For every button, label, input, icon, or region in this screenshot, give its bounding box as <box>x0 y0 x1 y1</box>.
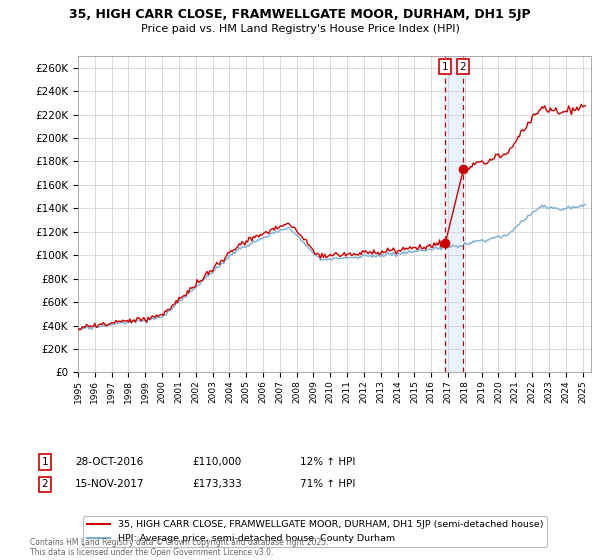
Text: 12% ↑ HPI: 12% ↑ HPI <box>300 457 355 467</box>
Text: 71% ↑ HPI: 71% ↑ HPI <box>300 479 355 489</box>
Text: Price paid vs. HM Land Registry's House Price Index (HPI): Price paid vs. HM Land Registry's House … <box>140 24 460 34</box>
Text: Contains HM Land Registry data © Crown copyright and database right 2025.
This d: Contains HM Land Registry data © Crown c… <box>30 538 329 557</box>
Legend: 35, HIGH CARR CLOSE, FRAMWELLGATE MOOR, DURHAM, DH1 5JP (semi-detached house), H: 35, HIGH CARR CLOSE, FRAMWELLGATE MOOR, … <box>83 516 547 547</box>
Text: 28-OCT-2016: 28-OCT-2016 <box>75 457 143 467</box>
Text: 35, HIGH CARR CLOSE, FRAMWELLGATE MOOR, DURHAM, DH1 5JP: 35, HIGH CARR CLOSE, FRAMWELLGATE MOOR, … <box>69 8 531 21</box>
Text: 2: 2 <box>460 62 466 72</box>
Text: £110,000: £110,000 <box>192 457 241 467</box>
Bar <box>445 56 463 372</box>
Text: £173,333: £173,333 <box>192 479 242 489</box>
Text: 1: 1 <box>41 457 49 467</box>
Text: 1: 1 <box>442 62 448 72</box>
Text: 15-NOV-2017: 15-NOV-2017 <box>75 479 145 489</box>
Text: 2: 2 <box>41 479 49 489</box>
